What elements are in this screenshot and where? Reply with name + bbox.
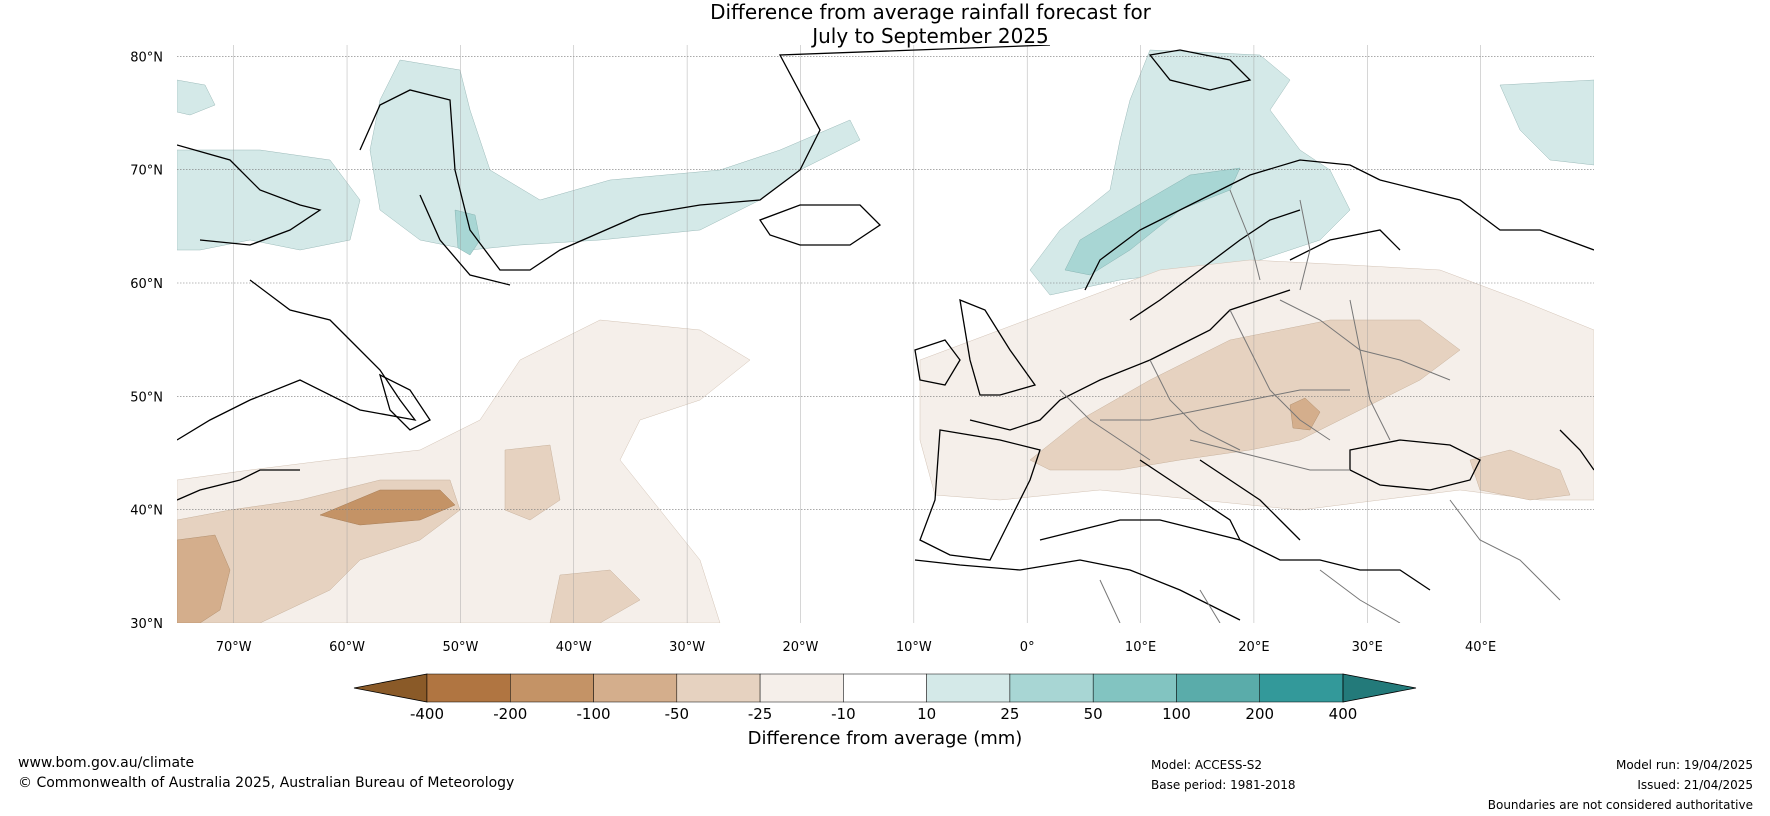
coast-greenland (359, 45, 1051, 271)
lat-label: 80°N (130, 50, 163, 65)
colorbar-title: Difference from average (mm) (747, 728, 1023, 749)
lon-label: 50°W (442, 640, 478, 655)
colorbar-tick-label: -10 (831, 705, 856, 723)
coast-labrador (177, 279, 417, 441)
colorbar-segment (926, 673, 1011, 703)
colorbar-tick-label: -50 (665, 705, 690, 723)
wet-region-west-top (177, 79, 216, 116)
lon-label: 40°E (1465, 640, 1496, 655)
lat-label: 70°N (130, 164, 163, 179)
lon-label: 20°E (1238, 640, 1269, 655)
dry-region-caucasus (1469, 449, 1571, 501)
lat-label: 50°N (130, 390, 163, 405)
dry-region-europe-med (1029, 319, 1461, 471)
map-title: Difference from average rainfall forecas… (0, 0, 1770, 48)
title-line-1: Difference from average rainfall forecas… (710, 0, 1151, 24)
lon-label: 20°W (783, 640, 819, 655)
colorbar-segment (676, 673, 761, 703)
dry-region-midatlantic (504, 444, 561, 521)
colorbar-segment (426, 673, 511, 703)
title-line-2: July to September 2025 (812, 24, 1049, 48)
coast-baffin (177, 144, 322, 246)
footer-base-period: Base period: 1981-2018 (1151, 778, 1296, 792)
colorbar-segment (1259, 673, 1344, 703)
coast-balkans (1199, 459, 1301, 541)
footer-model: Model: ACCESS-S2 (1151, 758, 1263, 772)
lon-label: 70°W (216, 640, 252, 655)
coast-greenland-south (419, 194, 511, 286)
colorbar-tick-label: -200 (493, 705, 527, 723)
colorbar-segment (1176, 673, 1260, 703)
colorbar-segment (510, 673, 594, 703)
colorbar-segment (593, 673, 678, 703)
longitude-labels: 70°W 60°W 50°W 40°W 30°W 20°W 10°W 0° 10°E 20°E 30… (216, 640, 1497, 655)
colorbar-extend-high (1342, 673, 1417, 703)
lat-label: 60°N (130, 277, 163, 292)
lon-label: 10°E (1125, 640, 1156, 655)
colorbar-tick-label: -25 (748, 705, 773, 723)
lon-label: 10°W (896, 640, 932, 655)
wet-region-labrador (177, 149, 361, 251)
footer-copyright: © Commonwealth of Australia 2025, Austra… (18, 775, 515, 791)
colorbar-tick-label: -400 (410, 705, 444, 723)
colorbar-tick-label: 25 (1000, 705, 1019, 723)
colorbar-tick-label: 200 (1245, 705, 1274, 723)
colorbar-segment (1009, 673, 1094, 703)
wet-region-norway-core (1064, 167, 1241, 276)
coast-newfoundland (378, 373, 431, 431)
wet-region-greenland (369, 59, 861, 251)
dry-region-hungary (1289, 397, 1321, 431)
coast-sweden (1129, 209, 1301, 321)
coast-svalbard (1148, 49, 1252, 91)
lon-label: 30°E (1352, 640, 1383, 655)
colorbar-tick-label: 100 (1162, 705, 1191, 723)
graticule (177, 45, 1594, 623)
country-borders (1059, 189, 1561, 623)
footer-disclaimer: Boundaries are not considered authoritat… (1487, 798, 1753, 812)
colorbar-tick-label: 400 (1329, 705, 1358, 723)
colorbar-segment (1092, 673, 1177, 703)
dry-region-atlantic-strong (319, 489, 456, 526)
wet-region-barents (1499, 79, 1594, 166)
footer-website: www.bom.gov.au/climate (18, 755, 195, 771)
coast-russia-north (1379, 179, 1594, 251)
colorbar-tick-label: 50 (1084, 705, 1103, 723)
colorbar-segment (843, 673, 927, 703)
colorbar-extend-low (353, 673, 428, 703)
colorbar-segment (759, 673, 844, 703)
lon-label: 60°W (329, 640, 365, 655)
coast-scandinavia (1084, 159, 1381, 291)
anomaly-shading (177, 49, 1594, 623)
coast-north-africa (914, 559, 1241, 621)
lon-label: 30°W (669, 640, 705, 655)
lon-label: 40°W (556, 640, 592, 655)
coast-italy (1139, 459, 1241, 541)
coast-black-sea (1349, 439, 1481, 491)
lon-label: 0° (1020, 640, 1035, 655)
lat-label: 40°N (130, 504, 163, 519)
coast-britain (959, 298, 1037, 396)
coast-caspian (1559, 429, 1594, 471)
footer-issued: Issued: 21/04/2025 (1637, 778, 1753, 792)
colorbar-tick-label: -100 (577, 705, 611, 723)
latitude-labels: 80°N 70°N 60°N 50°N 40°N 30°N (130, 50, 163, 632)
coast-iceland (759, 204, 882, 246)
coast-us-east (177, 469, 300, 501)
dry-region-south (549, 569, 641, 623)
coast-iberia (919, 429, 1041, 561)
coast-ireland (914, 339, 961, 386)
colorbar: -400 -200 -100 -50 -25 -10 10 25 50 100 200 400 (353, 673, 1417, 723)
colorbar-tick-label: 10 (917, 705, 936, 723)
wet-region-greenland-core (454, 209, 481, 256)
dry-region-southwest (177, 534, 231, 623)
footer-model-run: Model run: 19/04/2025 (1615, 758, 1753, 772)
lat-label: 30°N (130, 617, 163, 632)
